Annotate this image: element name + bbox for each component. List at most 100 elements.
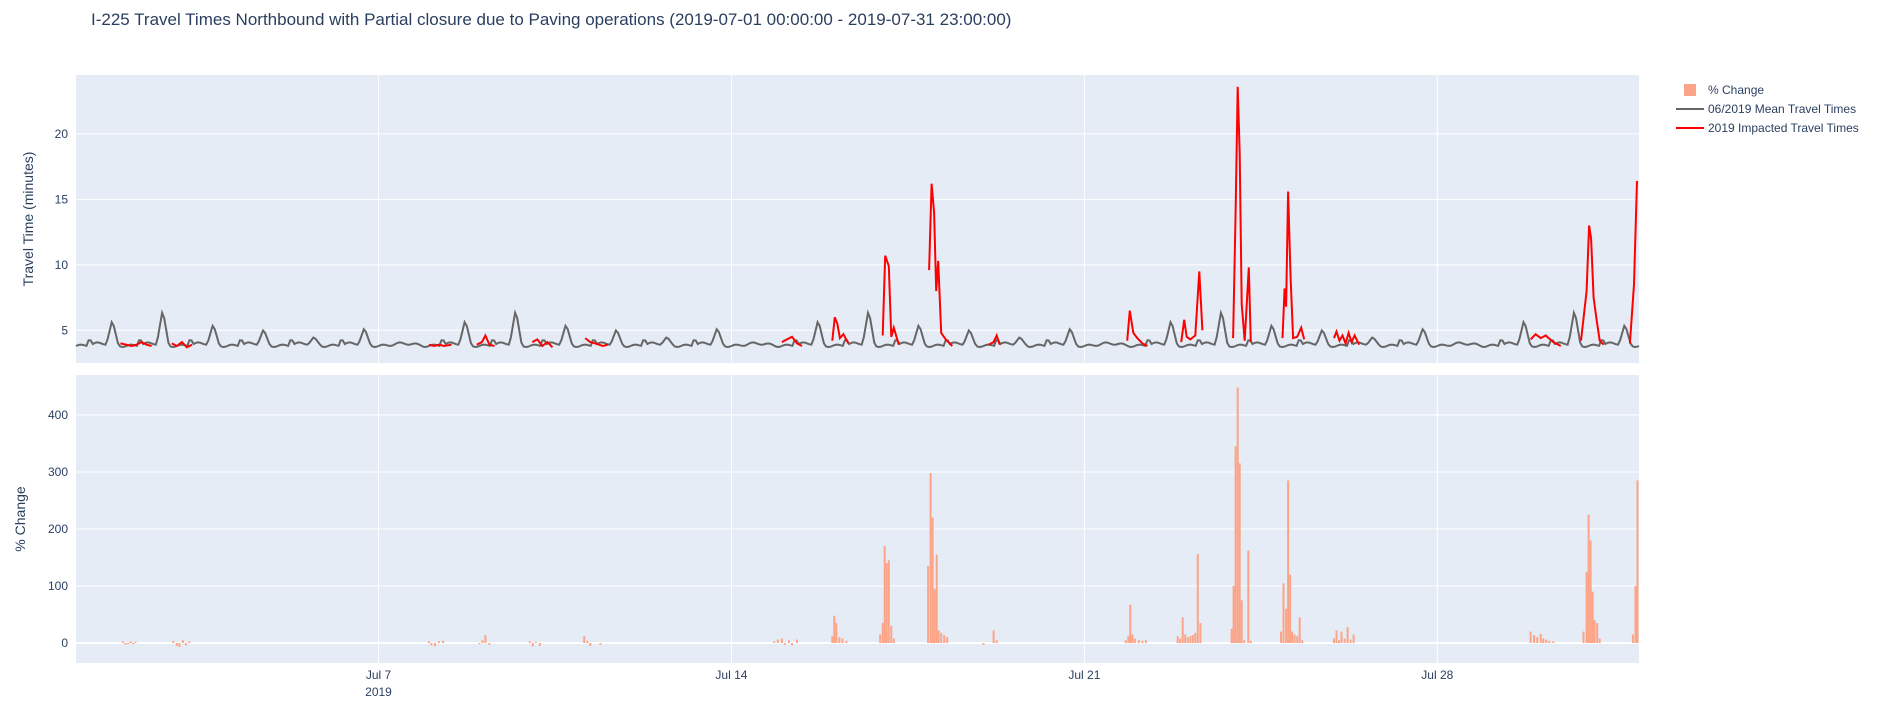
pct-change-bar [1141, 640, 1144, 644]
pct-change-bar [1589, 540, 1592, 644]
pct-change-bar [488, 643, 491, 645]
pct-change-bar [1591, 591, 1594, 643]
pct-change-bar [1196, 554, 1199, 644]
y-tick-label: 0 [61, 636, 68, 650]
mean-travel-times-line [75, 309, 1640, 349]
impacted-travel-times-line [531, 338, 554, 349]
pct-change-bar [1230, 628, 1233, 644]
impacted-travel-times-line [171, 340, 193, 349]
impacted-travel-times-line [1333, 328, 1361, 347]
pct-change-bar [1598, 638, 1601, 644]
impacted-travel-times-line [476, 333, 495, 347]
legend: % Change 06/2019 Mean Travel Times 2019 … [1676, 83, 1859, 135]
pct-change-bar [1301, 640, 1304, 644]
pct-change-bar [773, 641, 776, 643]
impacted-travel-times-line [1529, 332, 1562, 347]
pct-change-bar [1533, 635, 1536, 644]
impacted-travel-times-line [1580, 225, 1605, 346]
impacted-travel-times-line [428, 343, 452, 348]
pct-change-bar [586, 640, 589, 644]
pct-change-bar [1280, 631, 1282, 643]
legend-item-pct-change[interactable]: % Change [1684, 83, 1764, 97]
pct-change-bar [538, 643, 541, 646]
pct-change-bar [931, 517, 934, 644]
pct-change-bar [175, 643, 178, 646]
pct-change-bar [933, 588, 936, 644]
pct-change-bar [1542, 638, 1545, 644]
pct-change-bar [992, 630, 995, 643]
y-tick-label: 300 [48, 465, 68, 479]
pct-change-bar [845, 640, 848, 644]
pct-change-bar [1539, 633, 1542, 643]
pct-change-bar [1340, 631, 1343, 643]
pct-change-bar [434, 643, 436, 647]
y-tick-label: 200 [48, 522, 68, 536]
pct-change-bar [121, 641, 124, 643]
pct-change-swatch [1684, 84, 1696, 96]
pct-change-bar [1338, 640, 1340, 644]
legend-label: 2019 Impacted Travel Times [1708, 121, 1859, 135]
legend-item-mean[interactable]: 06/2019 Mean Travel Times [1676, 102, 1856, 116]
pct-change-bar [1249, 640, 1252, 644]
pct-change-bar [599, 643, 602, 645]
pct-change-bar [1634, 586, 1637, 643]
pct-change-bar [1529, 631, 1532, 643]
pct-change-bar [531, 643, 534, 647]
pct-change-bar [1144, 640, 1147, 644]
pct-change-bar [1240, 600, 1243, 644]
pct-change-bar [1548, 640, 1551, 644]
pct-change-bar [879, 634, 882, 644]
pct-change-bar [478, 643, 481, 645]
pct-change-bar [1593, 620, 1596, 643]
pct-change-bar [534, 641, 537, 643]
top-plot-area[interactable] [76, 75, 1639, 363]
pct-change-bar [1127, 636, 1130, 643]
pct-change-bar [937, 630, 940, 643]
pct-change-bar [835, 623, 838, 644]
pct-change-bar [129, 641, 132, 643]
y-tick-label: 20 [55, 127, 69, 141]
pct-change-bar [791, 643, 793, 646]
pct-change-bar [1131, 634, 1134, 644]
x-tick-label: Jul 28 [1421, 668, 1453, 682]
pct-change-bar [484, 635, 487, 644]
pct-change-bar [1191, 635, 1194, 644]
pct-change-bar [1335, 630, 1338, 643]
pct-change-bar [995, 640, 998, 644]
y-tick-label: 100 [48, 579, 68, 593]
pct-change-bar [1289, 574, 1292, 643]
bottom-y-axis-title: % Change [12, 486, 28, 552]
pct-change-bar [1238, 463, 1241, 643]
pct-change-bar [124, 643, 127, 645]
impacted-travel-times-line [881, 255, 900, 345]
pct-change-bar [776, 639, 779, 643]
impacted-travel-times-line [831, 316, 850, 344]
pct-change-bar [1545, 639, 1548, 643]
pct-change-bar [1133, 638, 1136, 644]
pct-change-bar [132, 643, 134, 645]
bottom-y-tick-labels: 0 100 200 300 400 [48, 408, 68, 650]
pct-change-bar [1186, 637, 1189, 643]
pct-change-bar [1129, 604, 1132, 643]
pct-change-bar [783, 643, 786, 645]
pct-change-bar [982, 643, 985, 645]
pct-change-bar [1333, 638, 1335, 644]
pct-change-bar [438, 641, 440, 643]
mean-travel-times-series [75, 309, 1640, 349]
pct-change-bar [929, 473, 932, 643]
pct-change-bar [787, 640, 790, 644]
pct-change-bar [184, 643, 187, 646]
pct-change-bar [1176, 636, 1179, 643]
legend-item-impacted[interactable]: 2019 Impacted Travel Times [1676, 121, 1859, 135]
impacted-travel-times-line [1180, 271, 1204, 343]
bottom-plot-area[interactable] [76, 375, 1639, 663]
impacted-travel-times-line [781, 335, 803, 347]
pct-change-bar [1587, 514, 1590, 643]
pct-change-bar [1582, 631, 1585, 643]
pct-change-bar [1124, 640, 1127, 644]
pct-change-bar [1293, 634, 1296, 644]
x-tick-label: Jul 21 [1068, 668, 1100, 682]
bottom-gridlines [76, 375, 1639, 663]
x-tick-sublabel: 2019 [365, 685, 392, 699]
pct-change-bar [1184, 634, 1187, 644]
